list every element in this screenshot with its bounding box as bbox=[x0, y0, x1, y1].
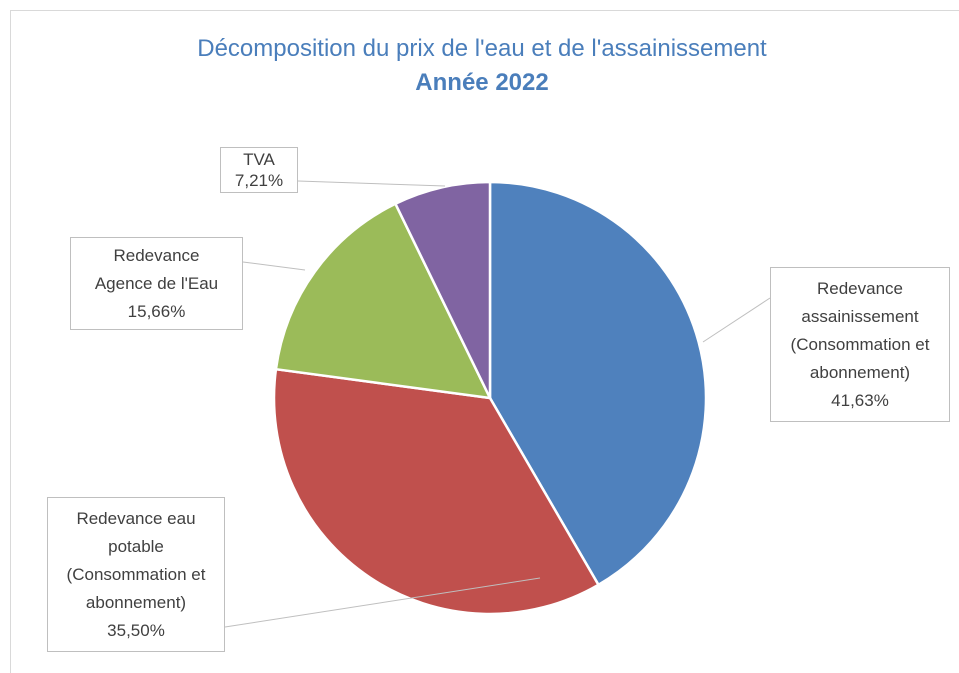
category-label: TVA bbox=[243, 150, 275, 169]
chart-subtitle: Année 2022 bbox=[415, 69, 548, 96]
chart-border bbox=[10, 10, 959, 673]
category-label: Redevance Agence de l'Eau bbox=[94, 245, 219, 293]
category-label: Redevance eau potable (Consommation et a… bbox=[66, 508, 206, 612]
value-label: 15,66% bbox=[127, 301, 186, 321]
category-label: Redevance assainissement (Consommation e… bbox=[790, 278, 930, 382]
leader-line bbox=[297, 180, 446, 187]
data-label: Redevance assainissement (Consommation e… bbox=[770, 267, 950, 422]
leader-line bbox=[242, 261, 306, 271]
leader-line bbox=[702, 297, 771, 343]
pie-slice bbox=[272, 367, 601, 616]
data-label: TVA 7,21% bbox=[220, 147, 298, 193]
value-label: 41,63% bbox=[831, 390, 889, 410]
pie-slice bbox=[488, 180, 708, 587]
chart-title: Décomposition du prix de l'eau et de l'a… bbox=[197, 35, 767, 62]
pie-slice bbox=[393, 180, 492, 399]
value-label: 7,21% bbox=[234, 171, 284, 190]
data-label: Redevance Agence de l'Eau 15,66% bbox=[70, 237, 243, 330]
value-label: 35,50% bbox=[107, 620, 165, 640]
leader-line bbox=[224, 577, 541, 628]
pie-slice bbox=[274, 202, 493, 400]
data-label: Redevance eau potable (Consommation et a… bbox=[47, 497, 225, 652]
